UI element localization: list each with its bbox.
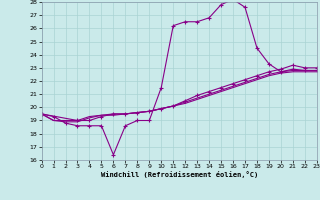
X-axis label: Windchill (Refroidissement éolien,°C): Windchill (Refroidissement éolien,°C)	[100, 171, 258, 178]
